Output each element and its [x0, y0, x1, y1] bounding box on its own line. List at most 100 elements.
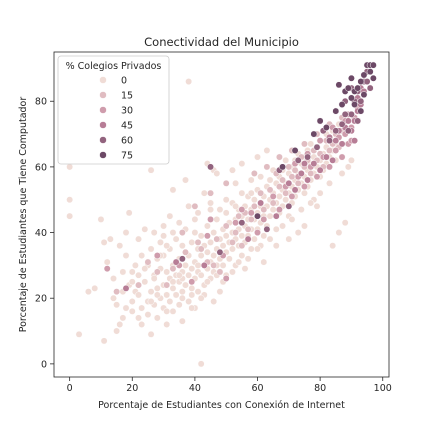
legend-marker — [99, 91, 107, 99]
legend-marker — [99, 106, 107, 114]
scatter-point — [282, 156, 290, 164]
scatter-point — [131, 261, 139, 269]
scatter-point — [351, 137, 359, 145]
scatter-point — [301, 140, 308, 148]
scatter-point — [172, 235, 180, 243]
scatter-point — [188, 284, 196, 292]
scatter-point — [341, 110, 349, 118]
scatter-point — [222, 275, 230, 282]
y-tick-label: 0 — [41, 359, 47, 370]
scatter-point — [275, 206, 283, 214]
scatter-point — [344, 84, 352, 92]
scatter-point — [169, 307, 177, 315]
scatter-point — [241, 265, 249, 273]
scatter-point — [210, 229, 218, 237]
scatter-point — [263, 147, 271, 154]
scatter-point — [357, 78, 365, 86]
scatter-point — [213, 235, 221, 243]
scatter-point — [169, 265, 177, 273]
scatter-point — [110, 294, 117, 302]
scatter-point — [294, 229, 302, 237]
scatter-point — [247, 189, 255, 197]
scatter-point — [222, 232, 230, 240]
y-axis-label: Porcentaje de Estudiantes que Tiene Comp… — [18, 97, 29, 333]
x-axis-label: Porcentaje de Estudiantes con Conexión d… — [98, 400, 345, 411]
scatter-point — [326, 137, 333, 145]
scatter-point — [182, 176, 189, 184]
scatter-point — [169, 186, 177, 194]
scatter-point — [166, 212, 174, 220]
scatter-point — [322, 153, 330, 161]
scatter-point — [219, 242, 227, 250]
scatter-point — [304, 176, 312, 184]
scatter-point — [269, 199, 277, 207]
scatter-point — [191, 215, 199, 223]
scatter-point — [100, 238, 108, 246]
scatter-point — [138, 304, 146, 312]
scatter-point — [122, 284, 130, 292]
legend-entry-label: 60 — [121, 136, 133, 147]
scatter-point — [141, 278, 149, 286]
scatter-point — [347, 74, 355, 82]
scatter-point — [304, 153, 312, 161]
scatter-point — [163, 242, 171, 250]
scatter-point — [235, 212, 243, 220]
scatter-point — [344, 163, 352, 171]
scatter-point — [210, 261, 218, 269]
scatter-point — [172, 291, 180, 299]
scatter-point — [254, 212, 261, 220]
scatter-point — [210, 298, 218, 305]
scatter-point — [203, 278, 211, 286]
y-tick-label: 20 — [35, 294, 47, 305]
scatter-point — [194, 288, 202, 296]
scatter-point — [275, 192, 283, 200]
scatter-point — [138, 252, 146, 259]
scatter-point — [222, 222, 230, 230]
scatter-point — [141, 265, 149, 273]
scatter-point — [366, 84, 374, 92]
scatter-point — [313, 143, 321, 151]
scatter-point — [275, 183, 283, 191]
scatter-point — [163, 321, 171, 328]
scatter-point — [135, 281, 142, 289]
scatter-point — [178, 288, 186, 296]
scatter-point — [191, 202, 199, 210]
scatter-point — [229, 238, 236, 246]
scatter-point — [197, 294, 205, 302]
scatter-point — [244, 255, 252, 263]
scatter-point — [160, 222, 168, 230]
legend-box — [57, 55, 170, 165]
scatter-point — [313, 202, 321, 210]
scatter-point — [153, 314, 161, 322]
scatter-point — [207, 199, 214, 207]
x-tick-label: 20 — [126, 383, 138, 394]
scatter-point — [288, 192, 296, 200]
scatter-point — [119, 268, 127, 276]
scatter-point — [266, 186, 274, 194]
scatter-point — [229, 245, 236, 253]
scatter-point — [122, 229, 130, 237]
scatter-point — [229, 166, 236, 174]
scatter-point — [110, 275, 117, 282]
scatter-point — [238, 206, 246, 214]
scatter-point — [91, 284, 99, 292]
scatter-point — [347, 156, 355, 164]
scatter-point — [188, 304, 196, 312]
scatter-point — [66, 212, 74, 220]
scatter-point — [135, 271, 142, 279]
scatter-point — [247, 209, 255, 217]
scatter-point — [332, 107, 340, 115]
scatter-point — [232, 179, 240, 187]
scatter-point — [185, 78, 193, 86]
scatter-point — [369, 61, 377, 69]
scatter-point — [354, 117, 362, 125]
scatter-point — [250, 202, 258, 210]
scatter-point — [260, 215, 268, 223]
scatter-point — [175, 271, 183, 279]
scatter-point — [232, 219, 240, 227]
scatter-point — [363, 78, 371, 86]
scatter-point — [153, 284, 161, 292]
scatter-point — [135, 314, 142, 322]
scatter-point — [307, 140, 315, 148]
